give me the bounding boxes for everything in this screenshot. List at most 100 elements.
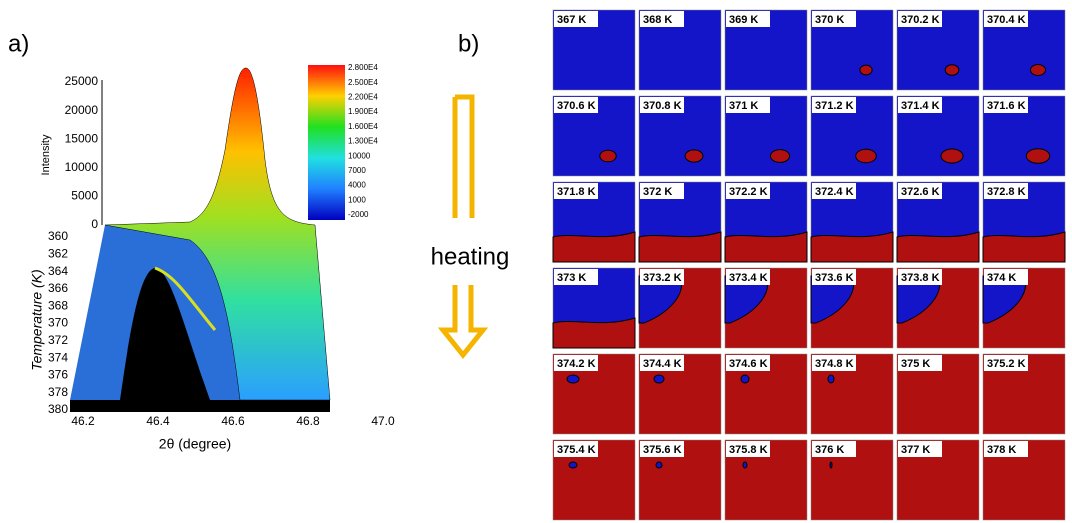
domain bbox=[741, 375, 749, 383]
temperature-tick-label: 368 bbox=[48, 298, 68, 312]
tile-label: 372.8 K bbox=[987, 186, 1026, 198]
tile-label: 375.2 K bbox=[987, 358, 1026, 370]
tile-label: 372.2 K bbox=[729, 186, 768, 198]
domain bbox=[770, 150, 789, 163]
colorbar-label: 2.800E4 bbox=[348, 63, 378, 72]
temperature-tick-label: 366 bbox=[48, 281, 68, 295]
map-grid: 367 K 368 K 369 K 370 K 370.2 K 370.4 K 370.6 … bbox=[553, 10, 1065, 520]
x-tick-label: 46.8 bbox=[296, 414, 320, 428]
tile-label: 374.4 K bbox=[643, 358, 682, 370]
y-tick-label: 10000 bbox=[65, 160, 99, 174]
tile-label: 370 K bbox=[815, 14, 844, 26]
colorbar-label: 1000 bbox=[348, 195, 366, 204]
tile-label: 371 K bbox=[729, 100, 758, 112]
temperature-tick-label: 374 bbox=[48, 350, 68, 364]
tile-label: 374.8 K bbox=[815, 358, 854, 370]
y-tick-label: 20000 bbox=[65, 103, 99, 117]
tile-label: 371.6 K bbox=[987, 100, 1026, 112]
panel-label: b) bbox=[458, 30, 479, 57]
x-tick-label: 46.6 bbox=[221, 414, 245, 428]
x-tick-label: 46.4 bbox=[146, 414, 170, 428]
tile-label: 376 K bbox=[815, 444, 844, 456]
colorbar-label: 1.300E4 bbox=[348, 137, 378, 146]
panel-label: a) bbox=[8, 30, 29, 57]
figure: a) Intensity Temperature (K) 2θ (degree)… bbox=[0, 0, 1072, 523]
tile-label: 367 K bbox=[557, 14, 586, 26]
x-tick-label: 46.2 bbox=[71, 414, 95, 428]
tile-label: 375.4 K bbox=[557, 444, 596, 456]
temperature-tick-label: 360 bbox=[48, 229, 68, 243]
y-tick-label: 0 bbox=[91, 217, 98, 231]
tile-label: 372.4 K bbox=[815, 186, 854, 198]
tile-label: 370.8 K bbox=[643, 100, 682, 112]
temperature-tick-label: 372 bbox=[48, 333, 68, 347]
domain bbox=[569, 462, 577, 468]
domain bbox=[567, 375, 579, 383]
domain bbox=[743, 462, 747, 468]
temperature-tick-label: 370 bbox=[48, 316, 68, 330]
tile-label: 374.6 K bbox=[729, 358, 768, 370]
axis-label: 2θ (degree) bbox=[159, 436, 231, 452]
domain bbox=[553, 318, 635, 348]
tile-label: 372 K bbox=[643, 186, 672, 198]
tile-label: 378 K bbox=[987, 444, 1016, 456]
temperature-tick-label: 376 bbox=[48, 368, 68, 382]
domain bbox=[811, 232, 893, 262]
y-tick-label: 25000 bbox=[65, 74, 99, 88]
tile-label: 375.6 K bbox=[643, 444, 682, 456]
temperature-tick-label: 380 bbox=[48, 402, 68, 416]
colorbar-label: 7000 bbox=[348, 166, 366, 175]
tile-label: 374 K bbox=[987, 272, 1016, 284]
domain bbox=[828, 375, 834, 383]
tile-label: 371.2 K bbox=[815, 100, 854, 112]
tile-label: 368 K bbox=[643, 14, 672, 26]
colorbar-label: 1.900E4 bbox=[348, 107, 378, 116]
colorbar bbox=[308, 65, 345, 220]
axis-label: Temperature (K) bbox=[29, 269, 45, 370]
tile-label: 371.8 K bbox=[557, 186, 596, 198]
tile-label: 370.2 K bbox=[901, 14, 940, 26]
tile-label: 374.2 K bbox=[557, 358, 596, 370]
domain bbox=[945, 65, 959, 75]
domain bbox=[860, 65, 872, 75]
domain bbox=[1031, 65, 1046, 76]
colorbar-label: 2.200E4 bbox=[348, 93, 378, 102]
y-tick-label: 5000 bbox=[71, 189, 98, 203]
arrow-label: heating bbox=[431, 243, 510, 270]
tile-label: 371.4 K bbox=[901, 100, 940, 112]
tile-label: 373.8 K bbox=[901, 272, 940, 284]
temperature-tick-label: 378 bbox=[48, 385, 68, 399]
y-tick-label: 15000 bbox=[65, 131, 99, 145]
colorbar-label: 4000 bbox=[348, 181, 366, 190]
domain bbox=[856, 149, 877, 162]
tile-label: 373.6 K bbox=[815, 272, 854, 284]
domain bbox=[654, 375, 664, 383]
tile-label: 375 K bbox=[901, 358, 930, 370]
domain bbox=[553, 232, 635, 262]
surface-plot bbox=[70, 65, 345, 412]
tile-label: 373 K bbox=[557, 272, 586, 284]
colorbar-label: 1.600E4 bbox=[348, 122, 378, 131]
colorbar-label: 10000 bbox=[348, 151, 371, 160]
tile-label: 373.4 K bbox=[729, 272, 768, 284]
heating-arrow bbox=[443, 97, 483, 355]
tile-label: 369 K bbox=[729, 14, 758, 26]
colorbar-label: -2000 bbox=[348, 210, 369, 219]
tile-label: 377 K bbox=[901, 444, 930, 456]
axis-label: Intensity bbox=[40, 134, 52, 175]
temperature-tick-label: 364 bbox=[48, 264, 68, 278]
domain bbox=[830, 462, 832, 468]
domain bbox=[897, 232, 979, 262]
domain bbox=[941, 149, 963, 163]
temperature-tick-label: 362 bbox=[48, 246, 68, 260]
domain bbox=[725, 232, 807, 262]
domain bbox=[1026, 149, 1049, 164]
domain bbox=[983, 232, 1065, 262]
domain bbox=[656, 462, 662, 468]
tile-label: 370.4 K bbox=[987, 14, 1026, 26]
tile-label: 372.6 K bbox=[901, 186, 940, 198]
domain bbox=[600, 150, 616, 162]
tile-label: 370.6 K bbox=[557, 100, 596, 112]
domain bbox=[639, 232, 721, 262]
tile-label: 375.8 K bbox=[729, 444, 768, 456]
